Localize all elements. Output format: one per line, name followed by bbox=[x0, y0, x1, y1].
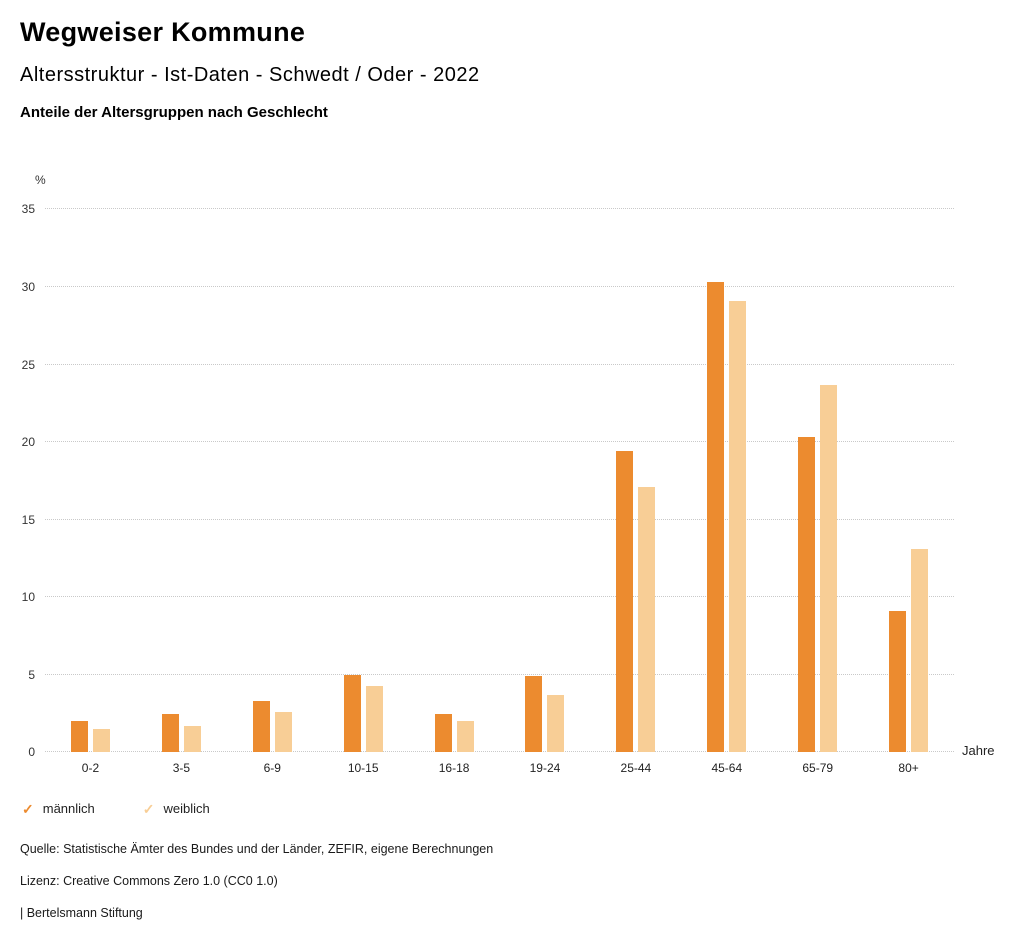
legend-label: weiblich bbox=[163, 801, 210, 817]
bar-group-80+ bbox=[863, 209, 954, 753]
bar-group-25-44 bbox=[590, 209, 681, 753]
bar-männlich-25-44 bbox=[616, 451, 634, 753]
legend-check-icon: ✓ bbox=[22, 800, 34, 817]
bar-group-0-2 bbox=[45, 209, 136, 753]
x-tick-label-80+: 80+ bbox=[898, 761, 919, 776]
attribution-text: | Bertelsmann Stiftung bbox=[20, 906, 143, 921]
x-tick-label-3-5: 3-5 bbox=[172, 761, 191, 776]
bar-group-16-18 bbox=[409, 209, 500, 753]
bar-weiblich-80+ bbox=[911, 549, 929, 753]
bar-männlich-0-2 bbox=[70, 721, 88, 753]
chart-subtitle: Altersstruktur - Ist-Daten - Schwedt / O… bbox=[20, 64, 480, 87]
bar-group-10-15 bbox=[318, 209, 409, 753]
y-tick-label-20: 20 bbox=[21, 435, 35, 450]
page-title: Wegweiser Kommune bbox=[20, 17, 306, 47]
bar-männlich-19-24 bbox=[525, 676, 543, 753]
y-tick-label-5: 5 bbox=[28, 667, 35, 682]
bar-weiblich-16-18 bbox=[456, 721, 474, 753]
bar-männlich-3-5 bbox=[161, 713, 179, 753]
bar-weiblich-19-24 bbox=[547, 695, 565, 753]
bar-group-65-79 bbox=[772, 209, 863, 753]
x-axis-labels: 0-2 3-5 6-9 10-15 16-18 19-24 25-44 45-64 65-79 8… bbox=[45, 761, 954, 775]
x-tick-label-19-24: 19-24 bbox=[529, 761, 561, 776]
bar-group-45-64 bbox=[681, 209, 772, 753]
legend-label: männlich bbox=[42, 801, 95, 817]
y-tick-label-0: 0 bbox=[28, 745, 35, 760]
source-text: Quelle: Statistische Ämter des Bundes un… bbox=[20, 842, 494, 857]
header: Wegweiser Kommune Altersstruktur - Ist-D… bbox=[0, 0, 1024, 121]
gridline-20 bbox=[45, 441, 954, 443]
bar-group-6-9 bbox=[227, 209, 318, 753]
chart-subsubtitle: Anteile der Altersgruppen nach Geschlech… bbox=[20, 104, 328, 122]
gridline-5 bbox=[45, 673, 954, 675]
bar-weiblich-25-44 bbox=[638, 487, 656, 753]
chart: % Jahre 0 5 10 15 20 25 30 35 0-2 3-5 6-9 10-15 16-… bbox=[22, 173, 995, 775]
bar-weiblich-6-9 bbox=[274, 712, 292, 753]
bar-weiblich-65-79 bbox=[820, 384, 838, 753]
legend-item-weiblich: ✓ weiblich bbox=[143, 801, 210, 816]
x-tick-label-10-15: 10-15 bbox=[347, 761, 379, 776]
bar-männlich-16-18 bbox=[434, 713, 452, 753]
bar-weiblich-0-2 bbox=[92, 729, 110, 753]
bar-männlich-10-15 bbox=[343, 674, 361, 753]
x-axis-unit-label: Jahre bbox=[962, 743, 995, 759]
y-tick-label-10: 10 bbox=[21, 590, 35, 605]
y-tick-label-30: 30 bbox=[21, 279, 35, 294]
legend-check-icon: ✓ bbox=[142, 800, 155, 817]
y-tick-label-35: 35 bbox=[21, 202, 35, 217]
gridline-25 bbox=[45, 363, 954, 365]
license-text: Lizenz: Creative Commons Zero 1.0 (CC0 1… bbox=[20, 874, 278, 889]
gridline-30 bbox=[45, 285, 954, 287]
x-tick-label-45-64: 45-64 bbox=[711, 761, 743, 776]
y-tick-label-25: 25 bbox=[21, 357, 35, 372]
gridline-10 bbox=[45, 596, 954, 598]
bars-row bbox=[45, 209, 954, 753]
plot-area: Jahre 0 5 10 15 20 25 30 35 bbox=[22, 202, 995, 759]
x-tick-label-6-9: 6-9 bbox=[263, 761, 281, 776]
y-tick-label-15: 15 bbox=[21, 512, 35, 527]
bar-group-19-24 bbox=[500, 209, 591, 753]
y-axis-unit-label: % bbox=[35, 173, 46, 188]
legend: ✓ männlich ✓ weiblich bbox=[22, 801, 1004, 816]
bar-weiblich-10-15 bbox=[365, 685, 383, 753]
gridline-0 bbox=[45, 751, 954, 753]
bar-männlich-80+ bbox=[889, 611, 907, 753]
x-tick-label-25-44: 25-44 bbox=[620, 761, 652, 776]
x-tick-label-16-18: 16-18 bbox=[438, 761, 470, 776]
gridline-15 bbox=[45, 518, 954, 520]
footer: Quelle: Statistische Ämter des Bundes un… bbox=[20, 842, 1004, 920]
legend-item-männlich: ✓ männlich bbox=[22, 801, 95, 816]
bar-weiblich-45-64 bbox=[729, 300, 747, 753]
x-tick-label-0-2: 0-2 bbox=[81, 761, 100, 776]
x-tick-label-65-79: 65-79 bbox=[802, 761, 834, 776]
bar-männlich-45-64 bbox=[707, 282, 725, 753]
bar-männlich-65-79 bbox=[798, 437, 816, 753]
bar-männlich-6-9 bbox=[252, 701, 270, 753]
bar-group-3-5 bbox=[136, 209, 227, 753]
gridline-35 bbox=[45, 208, 954, 210]
bar-weiblich-3-5 bbox=[183, 726, 201, 753]
